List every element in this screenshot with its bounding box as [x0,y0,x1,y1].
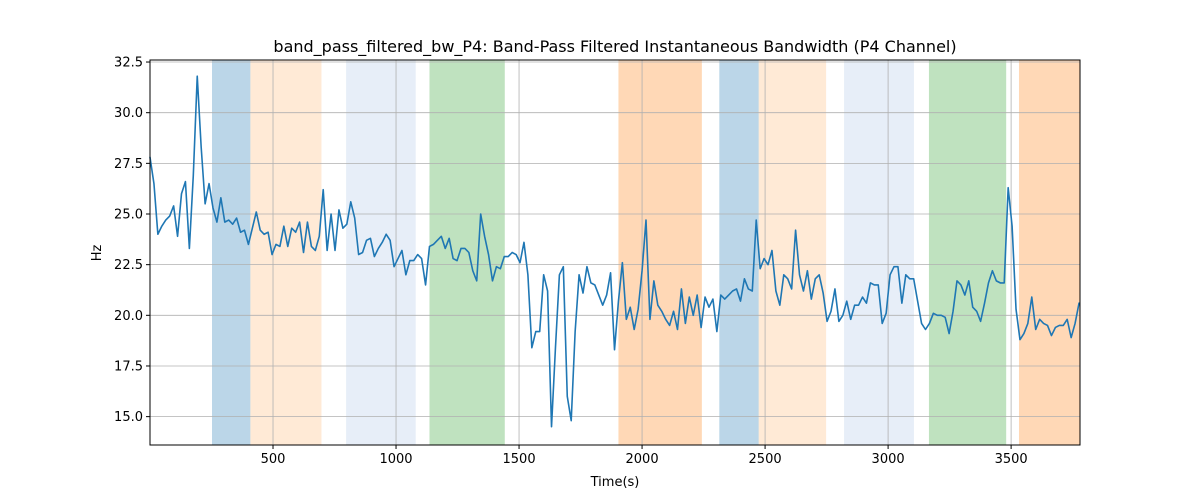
x-tick-label: 3500 [995,452,1028,467]
shaded-band-1 [212,60,251,445]
y-tick-label: 27.5 [114,157,143,172]
x-tick-label: 1500 [503,452,536,467]
y-axis-label: Hz [90,245,105,262]
x-axis-ticks: 500 1000 1500 2000 2500 3000 3500 [261,445,1028,467]
series-group [149,75,1080,428]
chart-title: band_pass_filtered_bw_P4: Band-Pass Filt… [273,37,956,57]
shaded-bands [212,60,1080,445]
x-tick-label: 2000 [626,452,659,467]
y-tick-label: 20.0 [114,309,143,324]
shaded-band-5 [618,60,702,445]
y-tick-label: 32.5 [114,56,143,71]
shaded-band-2 [250,60,322,445]
series-line [149,75,1080,428]
shaded-band-8 [844,60,914,445]
x-axis-label: Time(s) [590,475,640,490]
x-tick-label: 1000 [379,452,412,467]
shaded-band-3 [346,60,416,445]
x-tick-label: 2500 [749,452,782,467]
shaded-band-7 [758,60,827,445]
axes [149,59,1081,446]
y-tick-label: 17.5 [114,359,143,374]
y-tick-label: 30.0 [114,106,143,121]
y-tick-label: 25.0 [114,208,143,223]
shaded-band-9 [928,60,1007,445]
grid-lines [150,60,1080,445]
shaded-band-4 [429,60,505,445]
shaded-band-10 [1018,60,1080,445]
plot-frame [149,59,1081,446]
y-tick-label: 22.5 [114,258,143,273]
x-tick-label: 3000 [872,452,905,467]
y-tick-label: 15.0 [114,410,143,425]
x-tick-label: 500 [261,452,286,467]
y-axis-ticks: 15.0 17.5 20.0 22.5 25.0 27.5 30.0 32.5 [114,56,150,425]
shaded-band-6 [719,60,759,445]
